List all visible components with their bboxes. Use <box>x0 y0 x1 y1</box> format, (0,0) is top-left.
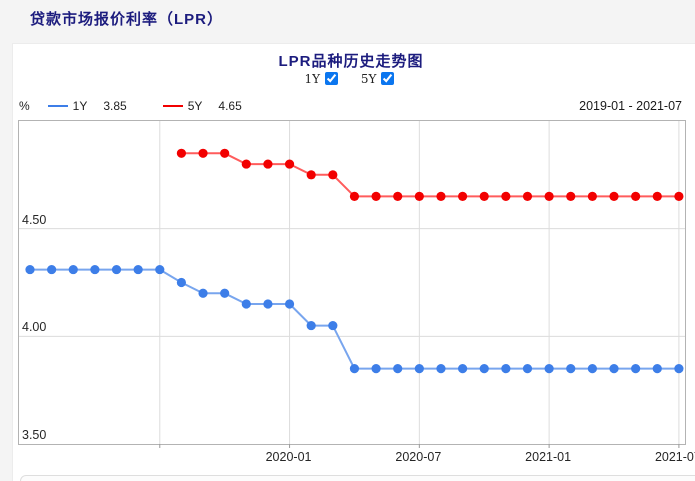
y-axis-label: 4.50 <box>22 212 47 227</box>
data-point-5Y <box>587 191 597 201</box>
lpr-line-chart <box>19 121 685 448</box>
data-point-1Y <box>479 364 489 374</box>
data-point-5Y <box>479 191 489 201</box>
data-point-1Y <box>371 364 381 374</box>
data-point-5Y <box>436 191 446 201</box>
x-axis-label: 2021-07 <box>654 450 695 464</box>
data-point-5Y <box>652 191 662 201</box>
x-axis-label: 2020-01 <box>265 450 312 464</box>
legend-name-5y: 5Y <box>187 99 203 113</box>
next-section-card <box>20 475 695 481</box>
chart-panel: LPR品种历史走势图 1Y 5Y % 1Y 3.85 5Y 4.65 2019-… <box>12 43 695 481</box>
data-point-5Y <box>414 191 424 201</box>
data-point-1Y <box>241 299 251 309</box>
legend-line-5y-icon <box>162 105 183 107</box>
data-point-5Y <box>306 170 316 180</box>
data-point-1Y <box>393 364 403 374</box>
data-point-1Y <box>566 364 576 374</box>
x-axis-label: 2021-01 <box>525 450 572 464</box>
data-point-5Y <box>371 191 381 201</box>
data-point-1Y <box>68 264 78 275</box>
legend-item-1y: 1Y 3.85 <box>47 99 127 113</box>
data-point-5Y <box>349 191 360 201</box>
series-line-1Y <box>30 268 679 370</box>
series-line-5Y <box>181 152 679 198</box>
data-point-5Y <box>176 148 187 158</box>
data-point-1Y <box>522 364 533 374</box>
data-point-5Y <box>631 191 641 201</box>
checkbox-1y-label: 1Y <box>304 72 321 86</box>
data-point-5Y <box>458 191 468 201</box>
data-point-1Y <box>631 364 641 374</box>
x-axis-label: 2020-07 <box>395 450 442 464</box>
legend-item-5y: 5Y 4.65 <box>162 99 242 113</box>
data-point-1Y <box>609 364 619 374</box>
data-point-1Y <box>198 288 208 298</box>
checkbox-5y[interactable]: 5Y <box>361 69 398 88</box>
data-point-5Y <box>544 191 554 201</box>
data-point-1Y <box>176 277 187 288</box>
data-point-5Y <box>198 148 208 158</box>
checkbox-1y[interactable]: 1Y <box>305 69 342 88</box>
data-point-5Y <box>241 159 251 169</box>
data-point-1Y <box>349 364 360 374</box>
data-point-1Y <box>652 364 662 374</box>
data-point-1Y <box>587 364 597 374</box>
legend-value-5y: 4.65 <box>218 99 242 113</box>
page-title: 贷款市场报价利率（LPR） <box>30 11 224 28</box>
date-range-label: 2019-01 - 2021-07 <box>579 99 682 113</box>
data-point-1Y <box>111 264 122 275</box>
data-point-1Y <box>25 264 35 275</box>
data-point-5Y <box>566 191 576 201</box>
data-point-1Y <box>90 264 100 275</box>
legend-value-1y: 3.85 <box>103 99 127 113</box>
checkbox-1y-input[interactable] <box>325 72 339 85</box>
data-point-1Y <box>328 320 338 331</box>
data-point-1Y <box>284 299 295 309</box>
data-point-1Y <box>133 264 143 275</box>
chart-title: LPR品种历史走势图 <box>278 53 424 70</box>
series-toggles: 1Y 5Y <box>18 69 684 88</box>
data-point-1Y <box>263 299 273 309</box>
data-point-5Y <box>522 191 533 201</box>
data-point-1Y <box>501 364 511 374</box>
data-point-1Y <box>414 364 424 374</box>
data-point-1Y <box>544 364 554 374</box>
checkbox-5y-label: 5Y <box>360 72 377 86</box>
legend-line-1y-icon <box>47 105 68 107</box>
y-axis-label: 3.50 <box>22 428 47 442</box>
data-point-5Y <box>501 191 511 201</box>
y-axis-label: 4.00 <box>22 320 47 335</box>
data-point-5Y <box>328 170 338 180</box>
data-point-1Y <box>458 364 468 374</box>
data-point-5Y <box>220 148 230 158</box>
data-point-1Y <box>306 320 316 331</box>
data-point-1Y <box>47 264 57 275</box>
plot-area: 4.50 4.00 3.50 <box>18 120 686 448</box>
legend-name-1y: 1Y <box>72 99 88 113</box>
data-point-5Y <box>674 191 684 201</box>
data-point-1Y <box>220 288 230 298</box>
data-point-1Y <box>674 364 684 374</box>
data-point-1Y <box>436 364 446 374</box>
data-point-5Y <box>609 191 619 201</box>
data-point-5Y <box>393 191 403 201</box>
checkbox-5y-input[interactable] <box>381 72 395 85</box>
legend: % 1Y 3.85 5Y 4.65 <box>19 98 242 114</box>
data-point-1Y <box>155 264 165 275</box>
data-point-5Y <box>284 159 295 169</box>
y-axis-unit: % <box>19 99 30 113</box>
data-point-5Y <box>263 159 273 169</box>
x-axis-labels: 2020-01 2020-07 2021-01 2021-07 <box>13 450 695 466</box>
